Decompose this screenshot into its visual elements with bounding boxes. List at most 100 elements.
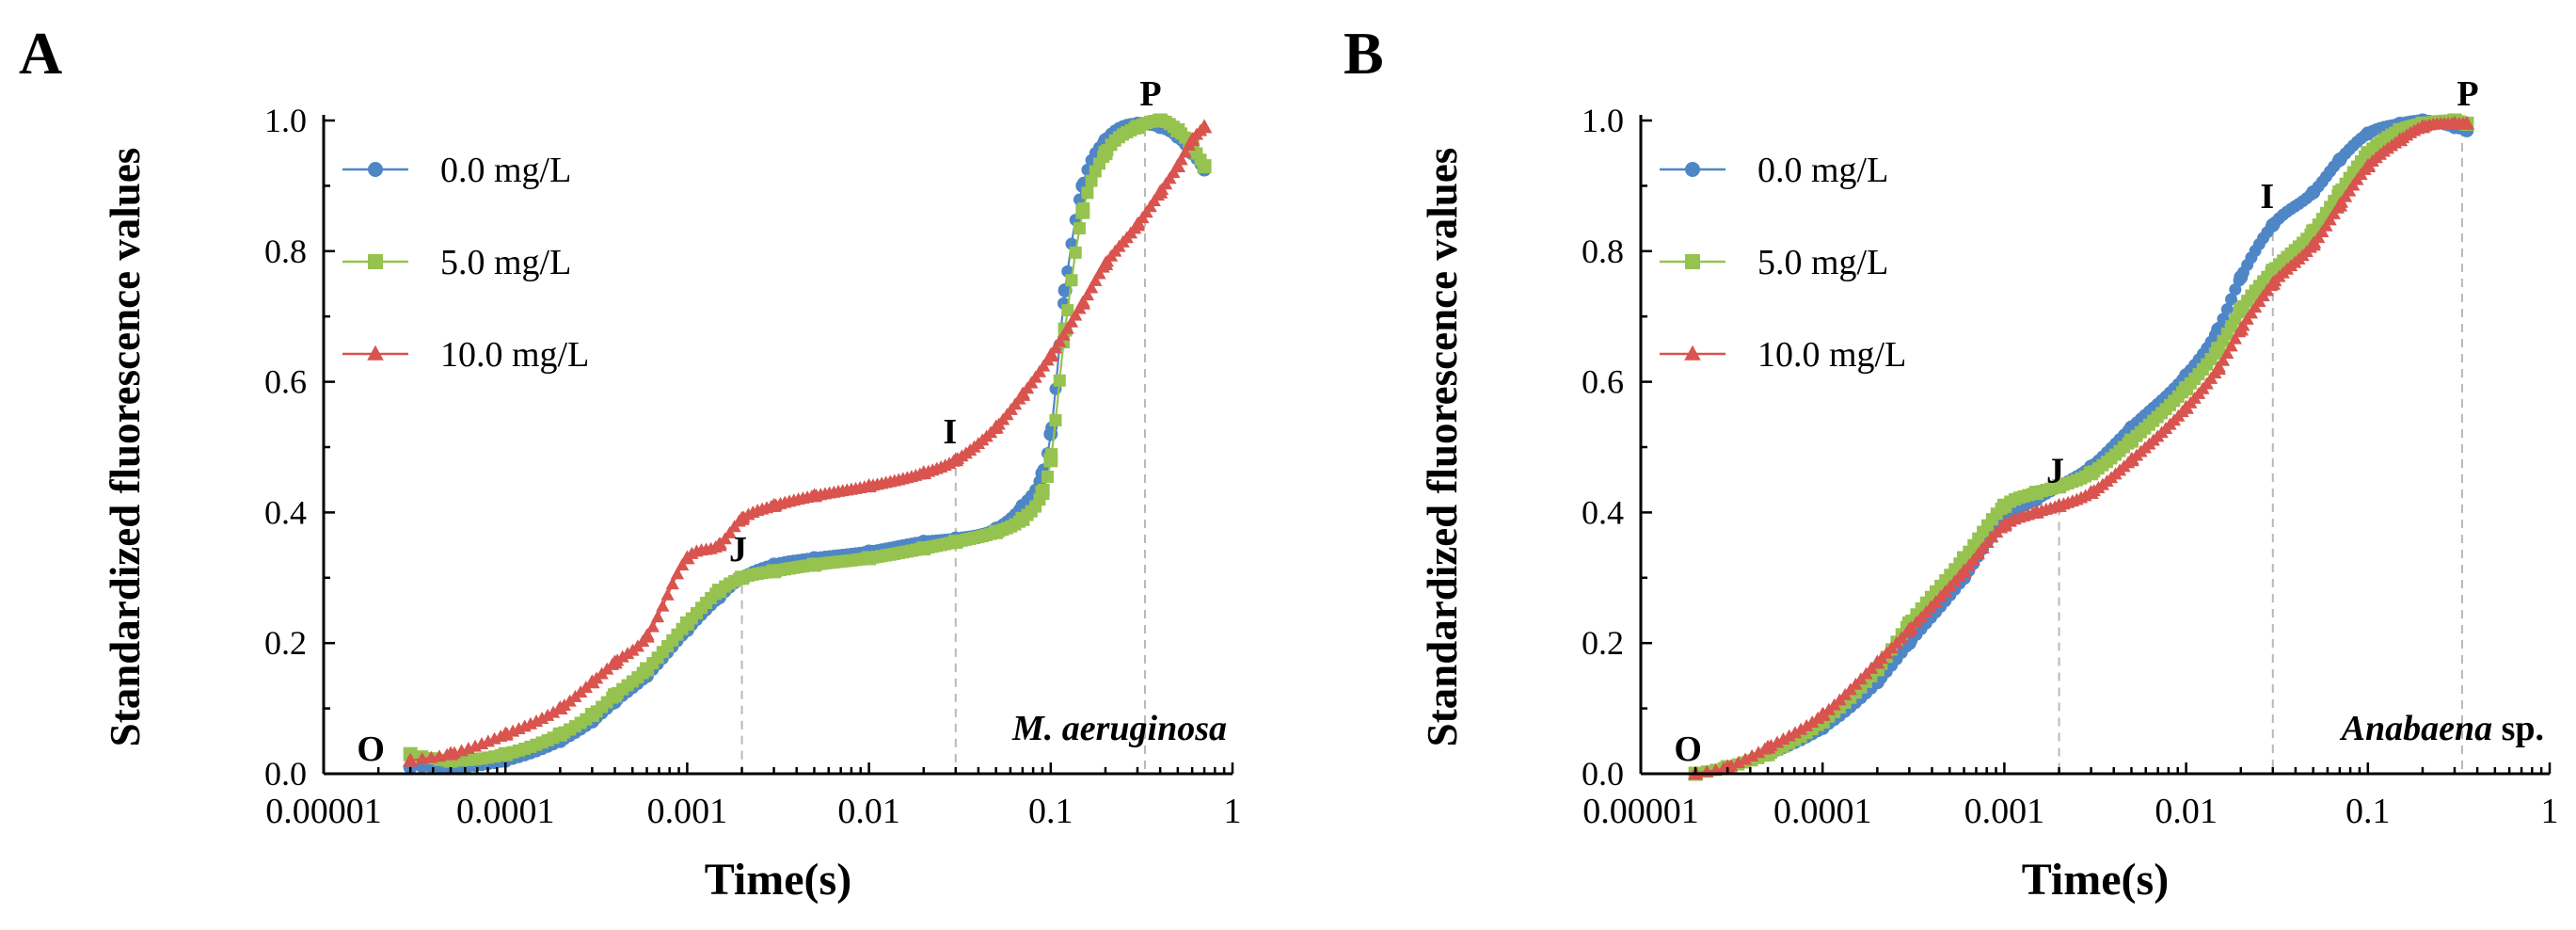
data-point bbox=[988, 419, 1004, 434]
data-point bbox=[2228, 331, 2242, 345]
data-point bbox=[650, 610, 665, 623]
data-point bbox=[660, 587, 675, 601]
data-point bbox=[1788, 726, 1803, 739]
data-point bbox=[1956, 563, 1972, 578]
y-tick-label: 0.6 bbox=[264, 363, 307, 401]
data-point bbox=[2220, 346, 2234, 360]
data-point bbox=[1014, 386, 1031, 401]
data-point bbox=[1996, 498, 2012, 513]
data-point bbox=[584, 674, 600, 689]
data-point bbox=[2234, 270, 2249, 285]
legend-label: 10.0 mg/L bbox=[440, 335, 589, 375]
y-axis-title: Standardized fluorescence values bbox=[102, 148, 149, 747]
y-tick-label: 0.8 bbox=[264, 232, 307, 270]
data-point bbox=[552, 727, 567, 742]
legend-marker bbox=[367, 345, 384, 361]
data-point bbox=[862, 551, 877, 566]
species-label: Anabaena sp. bbox=[2340, 709, 2544, 748]
legend-label: 5.0 mg/L bbox=[440, 243, 571, 282]
data-point bbox=[1719, 759, 1736, 774]
data-point bbox=[1049, 413, 1062, 426]
data-point bbox=[2266, 217, 2281, 232]
data-point bbox=[675, 557, 690, 570]
x-axis-title: Time(s) bbox=[2022, 855, 2169, 905]
data-point bbox=[645, 619, 660, 633]
data-point bbox=[1153, 113, 1168, 128]
data-point bbox=[1098, 146, 1113, 161]
x-tick-label: 0.1 bbox=[1028, 792, 1073, 831]
y-tick-label: 0.0 bbox=[1582, 755, 1624, 793]
data-point bbox=[916, 541, 931, 556]
data-point bbox=[1901, 621, 1917, 636]
data-point bbox=[442, 746, 459, 761]
legend-marker bbox=[1685, 254, 1700, 269]
data-point bbox=[2216, 353, 2231, 366]
y-tick-label: 0.2 bbox=[264, 624, 307, 662]
data-point bbox=[2028, 486, 2043, 501]
data-point bbox=[1184, 132, 1201, 147]
data-point bbox=[1073, 222, 1086, 235]
x-tick-label: 1 bbox=[2541, 792, 2559, 831]
data-point bbox=[1061, 304, 1074, 317]
series-line bbox=[1694, 122, 2467, 776]
phase-label-i: I bbox=[2260, 177, 2274, 216]
data-point bbox=[1731, 756, 1745, 769]
series-0 bbox=[1688, 113, 2474, 781]
data-point bbox=[665, 577, 679, 590]
data-point bbox=[1053, 374, 1066, 387]
data-point bbox=[1092, 266, 1106, 280]
x-tick-label: 0.01 bbox=[2155, 792, 2218, 831]
data-point bbox=[608, 688, 623, 703]
data-point bbox=[584, 708, 599, 723]
series-line bbox=[1694, 119, 2468, 776]
y-tick-label: 1.0 bbox=[1582, 102, 1624, 139]
data-point bbox=[1042, 347, 1059, 362]
x-tick-label: 0.01 bbox=[837, 792, 900, 831]
data-point bbox=[1089, 273, 1103, 286]
data-point bbox=[1064, 314, 1079, 328]
legend-label: 0.0 mg/L bbox=[440, 151, 571, 190]
data-point bbox=[2331, 197, 2348, 212]
data-point bbox=[1129, 216, 1146, 232]
data-point bbox=[1814, 706, 1831, 721]
data-point bbox=[2210, 361, 2226, 376]
data-point bbox=[1060, 321, 1074, 334]
data-point bbox=[1057, 328, 1071, 341]
data-point bbox=[2234, 302, 2249, 317]
data-point bbox=[1178, 145, 1192, 158]
y-tick-label: 1.0 bbox=[264, 102, 307, 139]
panel-label: A bbox=[19, 20, 62, 87]
data-point bbox=[1069, 308, 1083, 321]
data-point bbox=[766, 497, 782, 512]
data-point bbox=[1805, 714, 1820, 728]
data-point bbox=[1069, 246, 1082, 259]
data-point bbox=[1085, 174, 1098, 187]
legend: 0.0 mg/L 5.0 mg/L 10.0 mg/L bbox=[1660, 151, 1906, 375]
panel-label: B bbox=[1344, 20, 1384, 87]
data-point bbox=[2051, 497, 2067, 512]
y-tick-label: 0.4 bbox=[1582, 493, 1624, 531]
x-tick-label: 0.00001 bbox=[1582, 792, 1699, 831]
data-point bbox=[2211, 342, 2226, 357]
x-tick-label: 1 bbox=[1224, 792, 1242, 831]
data-point bbox=[607, 654, 623, 669]
data-point bbox=[552, 699, 568, 714]
data-point bbox=[2361, 126, 2376, 141]
data-point bbox=[640, 662, 655, 677]
phase-label-j: J bbox=[2046, 452, 2064, 491]
data-point bbox=[2446, 115, 2463, 130]
data-point bbox=[498, 746, 513, 762]
data-point bbox=[1744, 748, 1759, 762]
data-point bbox=[1057, 282, 1073, 297]
panel-a: A 0.0 0.2 0.4 0.6 0.8 1.0 0.00001 0.0001 0.001 0.0… bbox=[19, 20, 1242, 905]
data-point bbox=[679, 550, 695, 565]
data-point bbox=[2084, 466, 2099, 481]
data-point bbox=[1081, 186, 1094, 200]
y-tick-label: 0.6 bbox=[1582, 363, 1624, 401]
phase-label-p: P bbox=[1139, 74, 1161, 114]
data-point bbox=[1869, 654, 1885, 669]
data-point bbox=[2306, 184, 2321, 200]
data-point bbox=[734, 510, 750, 525]
data-point bbox=[1793, 722, 1808, 735]
data-point bbox=[679, 616, 694, 631]
